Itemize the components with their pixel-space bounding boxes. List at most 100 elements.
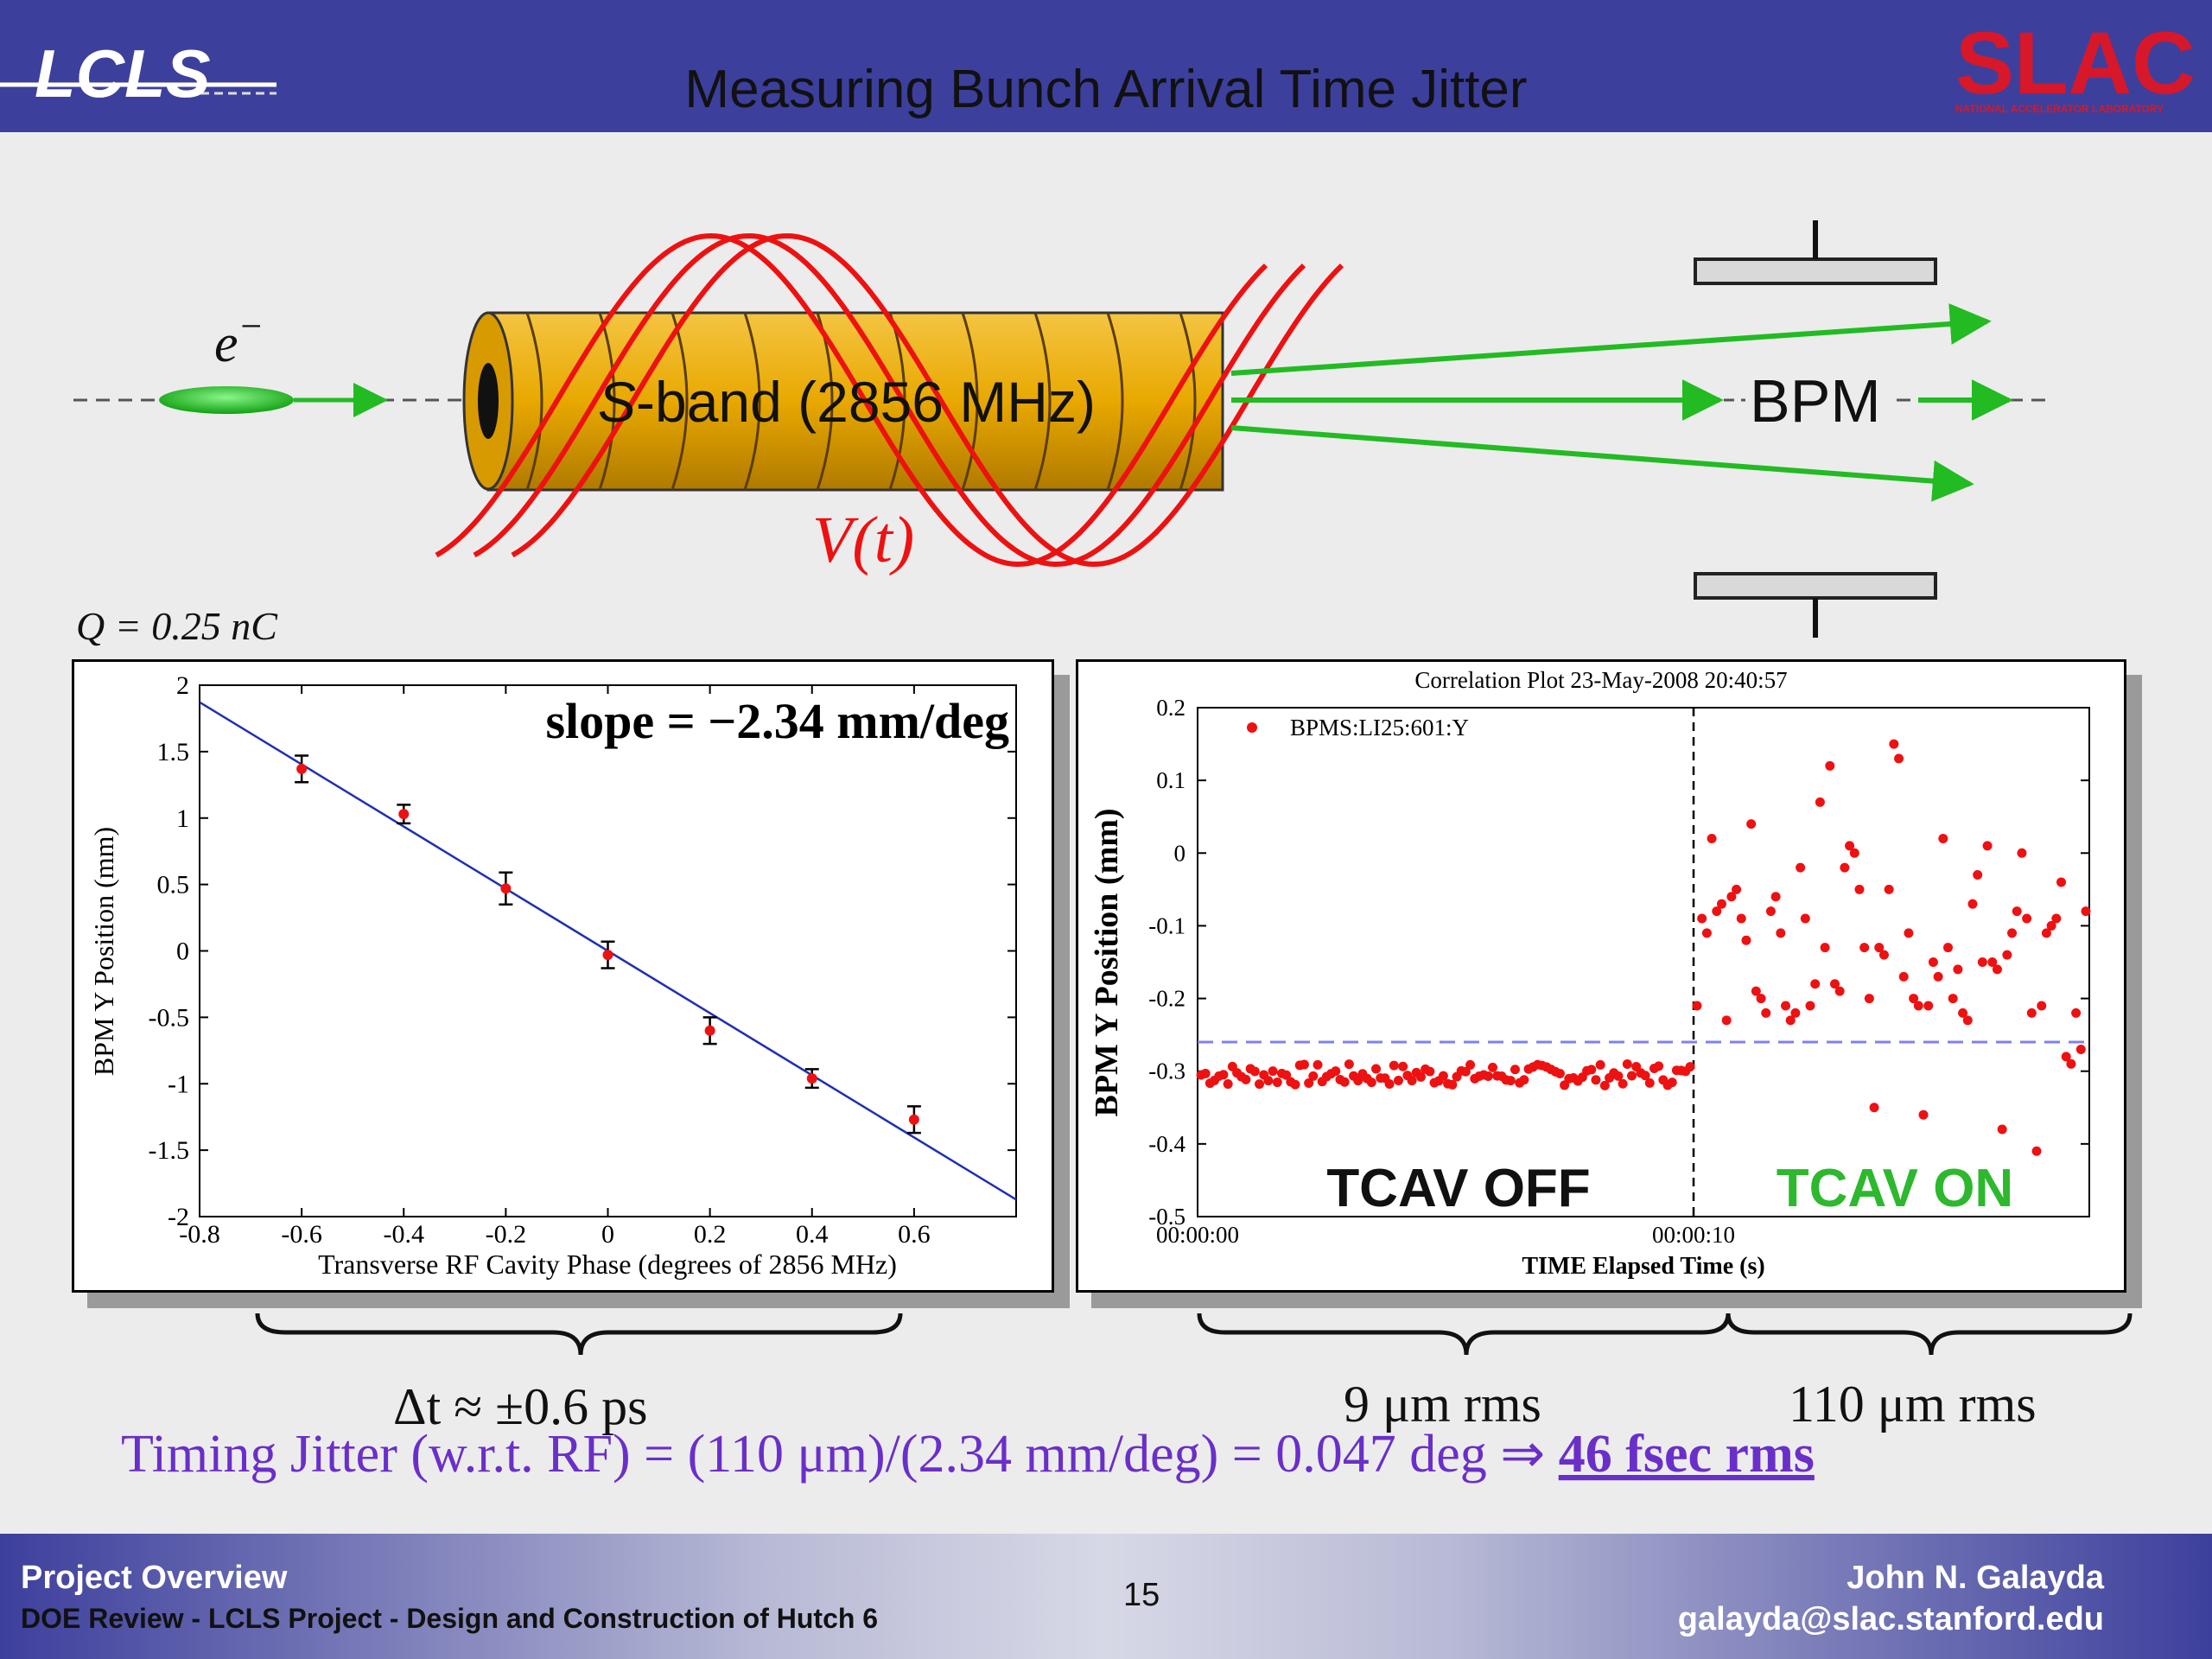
y-tick-label: 2 xyxy=(176,671,189,700)
off-point xyxy=(1622,1059,1632,1070)
off-point xyxy=(1371,1064,1382,1074)
rf-wave-1 xyxy=(435,232,1268,568)
off-point xyxy=(1667,1077,1677,1088)
data-point xyxy=(806,1073,817,1084)
y-tick-label: 0.1 xyxy=(1156,767,1185,793)
off-point xyxy=(1384,1079,1395,1090)
off-point xyxy=(1255,1079,1265,1090)
phase-scan-plot: -0.8 -0.6 -0.4 -0.2 0 0.2 0.4 0.6 2 1.5 1 0.5 0 -0.5 -… xyxy=(72,659,1054,1293)
on-point xyxy=(1904,928,1914,938)
on-point xyxy=(1874,943,1885,953)
summary-area: Δt ≈ ±0.6 ps 9 μm rms 110 μm rms Timing … xyxy=(121,1313,2133,1484)
on-point xyxy=(1845,841,1855,851)
cavity-ring xyxy=(598,312,616,491)
x-tick-label: 0.4 xyxy=(796,1220,829,1249)
off-point xyxy=(1218,1070,1229,1080)
on-point xyxy=(1869,1103,1879,1113)
footer-email: galayda@slac.stanford.edu xyxy=(1677,1601,2104,1637)
lcls-logo: LCLS xyxy=(0,35,276,111)
on-point xyxy=(1736,913,1746,924)
bpm-label: BPM xyxy=(1750,367,1881,435)
on-point xyxy=(1756,994,1766,1004)
on-point xyxy=(1958,1007,1968,1018)
off-point xyxy=(1304,1077,1314,1088)
footer-section: Project Overview xyxy=(21,1560,288,1596)
on-point xyxy=(1697,913,1707,924)
on-point xyxy=(2026,1007,2037,1018)
phase-scan-ylabel: BPM Y Position (mm) xyxy=(88,827,119,1076)
timing-result: 46 fsec rms xyxy=(1559,1425,1815,1484)
charge-label: Q = 0.25 nC xyxy=(76,604,278,648)
slide-header: LCLS Measuring Bunch Arrival Time Jitter… xyxy=(0,0,2212,132)
off-point xyxy=(1272,1077,1282,1088)
x-tick-label: 00:00:10 xyxy=(1652,1222,1735,1248)
footer-author: John N. Galayda xyxy=(1847,1560,2104,1596)
beam-deflected-up xyxy=(1230,303,1992,376)
on-point xyxy=(1992,964,2002,975)
on-point xyxy=(1878,950,1889,960)
cavity-label: S-band (2856 MHz) xyxy=(598,370,1096,434)
on-point xyxy=(2071,1007,2082,1018)
on-point xyxy=(1751,986,1761,996)
off-point xyxy=(1644,1077,1655,1088)
on-point xyxy=(1765,906,1776,917)
timing-jitter-formula: Timing Jitter (w.r.t. RF) = (110 μm)/(2.… xyxy=(121,1425,1815,1484)
off-point xyxy=(1438,1071,1448,1081)
phase-scan-ticks: -0.8 -0.6 -0.4 -0.2 0 0.2 0.4 0.6 2 1.5 1 0.5 0 -0.5 -… xyxy=(149,671,1016,1249)
y-tick-label: -0.1 xyxy=(1148,912,1185,938)
cavity-ring xyxy=(961,312,979,491)
lcls-logo-text: LCLS xyxy=(35,35,211,111)
on-point xyxy=(1859,943,1870,953)
off-point xyxy=(1290,1079,1300,1090)
on-point xyxy=(1967,899,1978,909)
on-point xyxy=(1796,862,1806,873)
off-point xyxy=(1200,1068,1211,1078)
cavity-ring xyxy=(1106,312,1124,491)
data-point xyxy=(602,950,613,961)
slac-logo-text: SLAC xyxy=(1955,17,2196,112)
off-point xyxy=(1685,1062,1695,1072)
on-point xyxy=(1805,1001,1815,1011)
on-point xyxy=(2031,1146,2042,1156)
on-point xyxy=(1701,928,1712,938)
on-point xyxy=(1962,1015,1973,1026)
on-rms-text: 110 μm rms xyxy=(1789,1376,2037,1433)
on-point xyxy=(1721,1015,1732,1026)
on-point xyxy=(1973,870,1983,880)
voltage-label: V(t) xyxy=(812,504,914,576)
data-point xyxy=(296,763,308,774)
off-point xyxy=(1505,1076,1516,1086)
on-point xyxy=(1982,841,1993,851)
data-point xyxy=(908,1114,919,1125)
off-point xyxy=(1263,1076,1274,1086)
x-tick-label: -0.8 xyxy=(179,1220,220,1249)
on-point xyxy=(1918,1109,1929,1120)
on-point xyxy=(1770,892,1781,902)
on-point xyxy=(1761,1007,1771,1018)
on-point xyxy=(2007,928,2018,938)
on-point xyxy=(1987,957,1998,967)
off-point xyxy=(1613,1071,1624,1081)
on-point xyxy=(1790,1007,1801,1018)
tcav-off-label: TCAV OFF xyxy=(1326,1159,1590,1218)
slope-annotation: slope = −2.34 mm/deg xyxy=(545,693,1009,749)
off-point xyxy=(1488,1062,1498,1072)
correlation-xlabel: TIME Elapsed Time (s) xyxy=(1522,1253,1764,1280)
bpm-plate-bottom xyxy=(1694,572,1937,600)
on-point xyxy=(1829,979,1840,989)
on-point xyxy=(1840,862,1850,873)
on-point xyxy=(2022,913,2032,924)
off-point xyxy=(1554,1069,1565,1079)
off-point xyxy=(1268,1066,1278,1077)
y-tick-label: 1 xyxy=(176,804,189,833)
slac-logo-subtext: NATIONAL ACCELERATOR LABORATORY xyxy=(1955,103,2164,115)
electron-bunch xyxy=(159,386,294,414)
x-tick-label: -0.2 xyxy=(486,1220,527,1249)
on-point xyxy=(2075,1044,2086,1054)
on-point xyxy=(1741,935,1751,945)
correlation-title: Correlation Plot 23-May-2008 20:40:57 xyxy=(1414,667,1787,693)
on-point xyxy=(2081,906,2091,917)
on-point xyxy=(1776,928,1786,938)
rf-waves xyxy=(435,232,1344,568)
y-tick-label: -0.3 xyxy=(1148,1058,1185,1084)
